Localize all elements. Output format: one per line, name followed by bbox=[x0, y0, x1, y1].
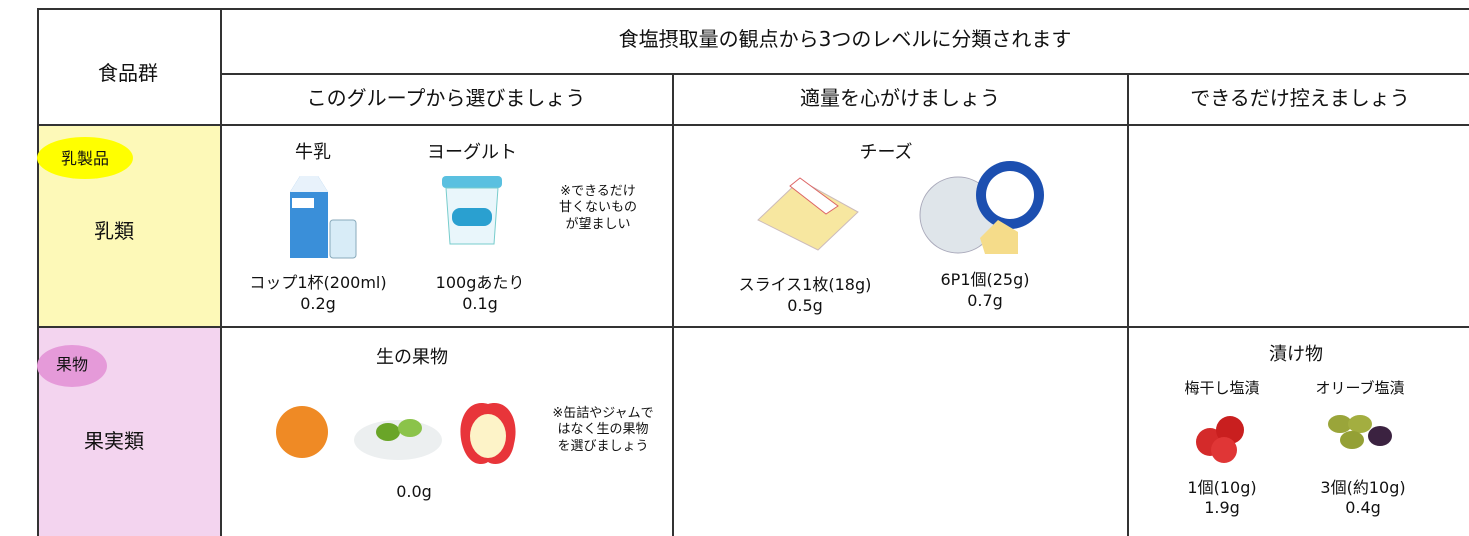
text-line: ※缶詰やジャムで bbox=[552, 406, 654, 421]
umeboshi-icon bbox=[1196, 416, 1244, 463]
salt: 0.4g bbox=[1345, 498, 1381, 517]
salt: 0.2g bbox=[300, 294, 336, 313]
badge-text: 乳製品 bbox=[60, 149, 110, 168]
item-name: 漬け物 bbox=[1269, 344, 1323, 365]
6p-cheese-icon bbox=[919, 161, 1044, 254]
text-line: 甘くないもの bbox=[558, 200, 638, 216]
item-name: 生の果物 bbox=[376, 347, 448, 368]
group-label: 食品群 bbox=[98, 61, 158, 85]
amount: コップ1杯(200ml) bbox=[249, 273, 387, 292]
amount: スライス1枚(18g) bbox=[738, 275, 872, 294]
column-header: 適量を心がけましょう bbox=[800, 86, 1000, 110]
header-title: 食塩摂取量の観点から3つのレベルに分類されます bbox=[618, 27, 1072, 51]
kiwi-icon bbox=[354, 419, 442, 460]
item-name: オリーブ塩漬 bbox=[1315, 379, 1405, 397]
amount: 3個(約10g) bbox=[1320, 478, 1406, 497]
amount: 100gあたり bbox=[435, 273, 525, 292]
yogurt-icon bbox=[442, 176, 502, 245]
salt: 1.9g bbox=[1204, 498, 1240, 517]
badge bbox=[37, 345, 107, 387]
column-header: できるだけ控えましょう bbox=[1190, 86, 1410, 110]
amount: 1個(10g) bbox=[1187, 478, 1257, 497]
apple-icon bbox=[460, 403, 516, 465]
badge bbox=[37, 137, 133, 179]
item-name: チーズ bbox=[859, 142, 913, 163]
slice-cheese-icon bbox=[757, 177, 859, 251]
note: ※缶詰やジャムで はなく生の果物 を選びましょう bbox=[552, 406, 653, 455]
amount: 6P1個(25g) bbox=[940, 270, 1030, 289]
row-label: 果実類 bbox=[84, 429, 144, 453]
text-line: ※できるだけ bbox=[560, 184, 636, 199]
item-name: 牛乳 bbox=[295, 142, 331, 163]
badge-text: 果物 bbox=[55, 355, 89, 374]
salt: 0.1g bbox=[462, 294, 498, 313]
text-line: を選びましょう bbox=[557, 438, 649, 454]
salt: 0.7g bbox=[967, 291, 1003, 310]
column-header: このグループから選びましょう bbox=[306, 86, 586, 110]
milk-icon bbox=[290, 176, 357, 259]
salt: 0.0g bbox=[396, 482, 432, 501]
item-name: 梅干し塩漬 bbox=[1184, 379, 1260, 397]
olive-icon bbox=[1328, 415, 1392, 449]
row-label: 乳類 bbox=[94, 219, 134, 243]
item-name: ヨーグルト bbox=[427, 142, 517, 163]
text-line: はなく生の果物 bbox=[557, 422, 649, 438]
orange-icon bbox=[276, 406, 328, 458]
salt: 0.5g bbox=[787, 296, 823, 315]
text-line: が望ましい bbox=[565, 216, 631, 232]
note: ※できるだけ 甘くないもの が望ましい bbox=[559, 184, 637, 233]
